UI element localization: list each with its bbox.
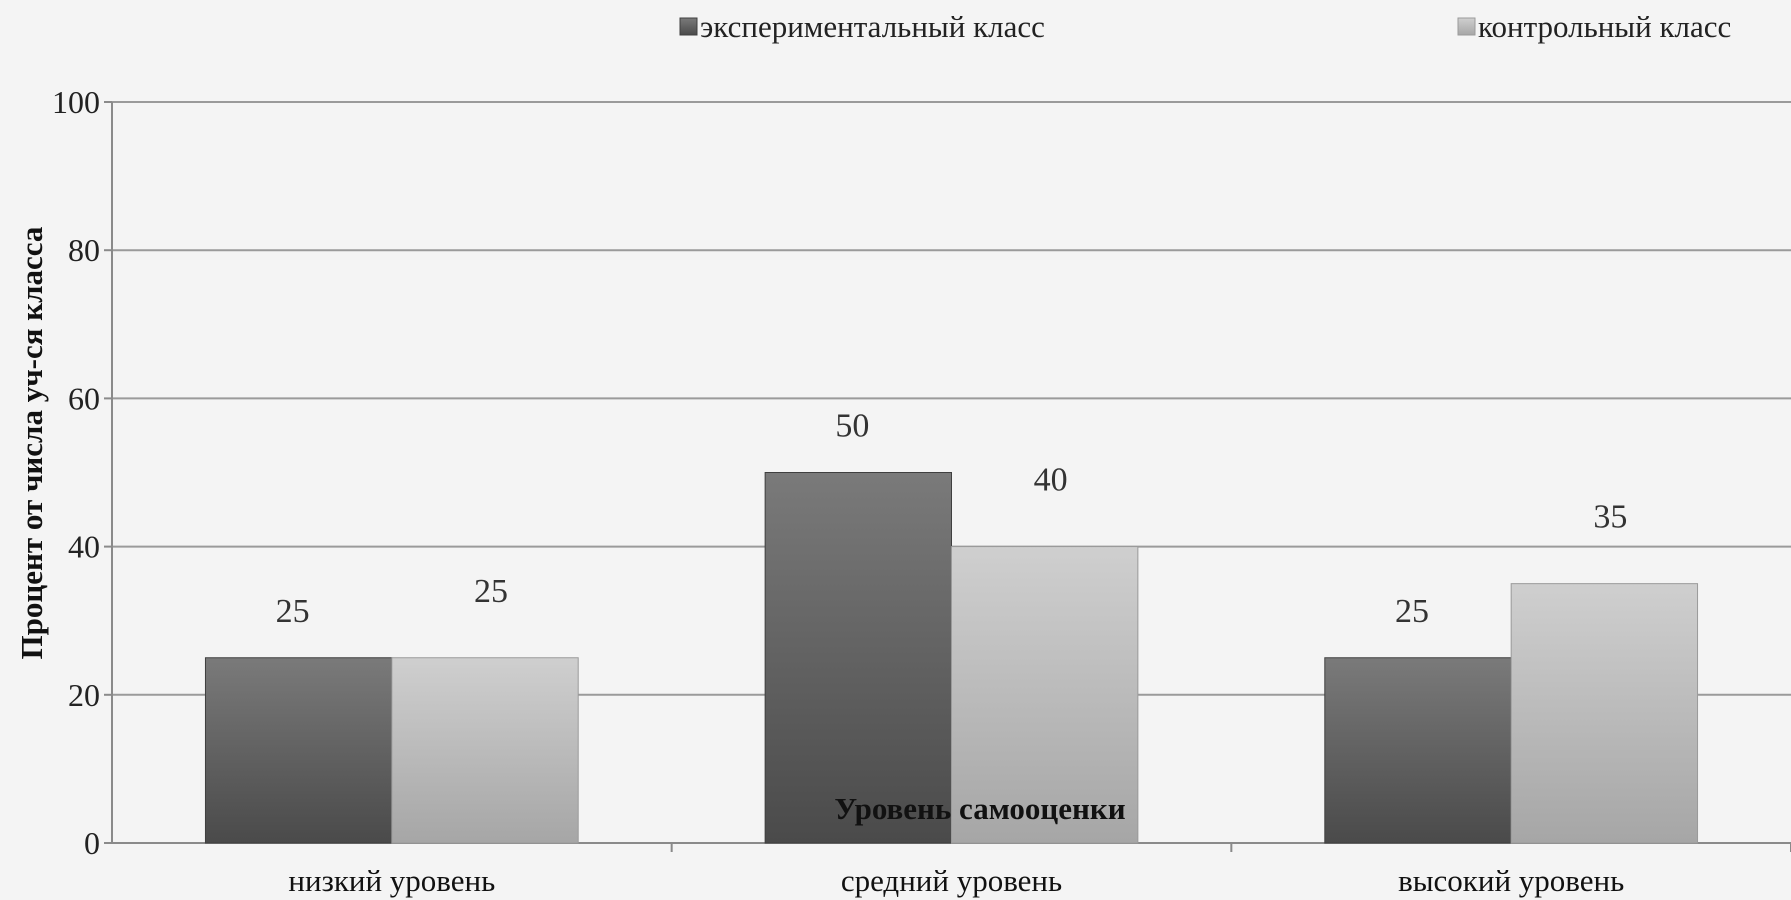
legend-label-experimental: экспериментальный класс [700, 9, 1045, 44]
y-tick-label: 100 [52, 84, 100, 120]
x-axis-title: Уровень самооценки [834, 791, 1125, 826]
legend-swatch-experimental [679, 17, 698, 36]
data-label: 50 [835, 408, 869, 445]
legend: экспериментальный класс контрольный класс [679, 9, 1731, 44]
y-tick-label: 40 [68, 529, 100, 565]
y-tick-label: 60 [68, 380, 100, 416]
bar-control [1510, 583, 1699, 844]
data-labels: 25 25 50 40 25 35 [276, 408, 1628, 630]
legend-label-control: контрольный класс [1478, 9, 1731, 44]
bar-control [391, 657, 579, 844]
y-tick-label: 0 [84, 825, 100, 861]
bar-control [951, 546, 1139, 844]
data-label: 25 [1395, 593, 1429, 630]
y-axis-title: Процент от числа уч-ся класса [14, 226, 49, 659]
data-label: 35 [1593, 499, 1627, 536]
bar-experimental [764, 472, 952, 844]
y-tick-label: 20 [68, 677, 100, 713]
bar-experimental [1324, 657, 1512, 844]
bar-experimental [204, 657, 393, 844]
legend-swatch-control [1457, 17, 1476, 36]
data-label: 25 [474, 573, 508, 610]
bars [204, 472, 1699, 844]
x-tick-label: низкий уровень [288, 863, 495, 898]
x-tick-label: средний уровень [841, 863, 1062, 898]
y-tick-label: 80 [68, 232, 100, 268]
x-tick-label: высокий уровень [1398, 863, 1624, 898]
data-label: 40 [1034, 462, 1068, 499]
data-label: 25 [276, 593, 310, 630]
